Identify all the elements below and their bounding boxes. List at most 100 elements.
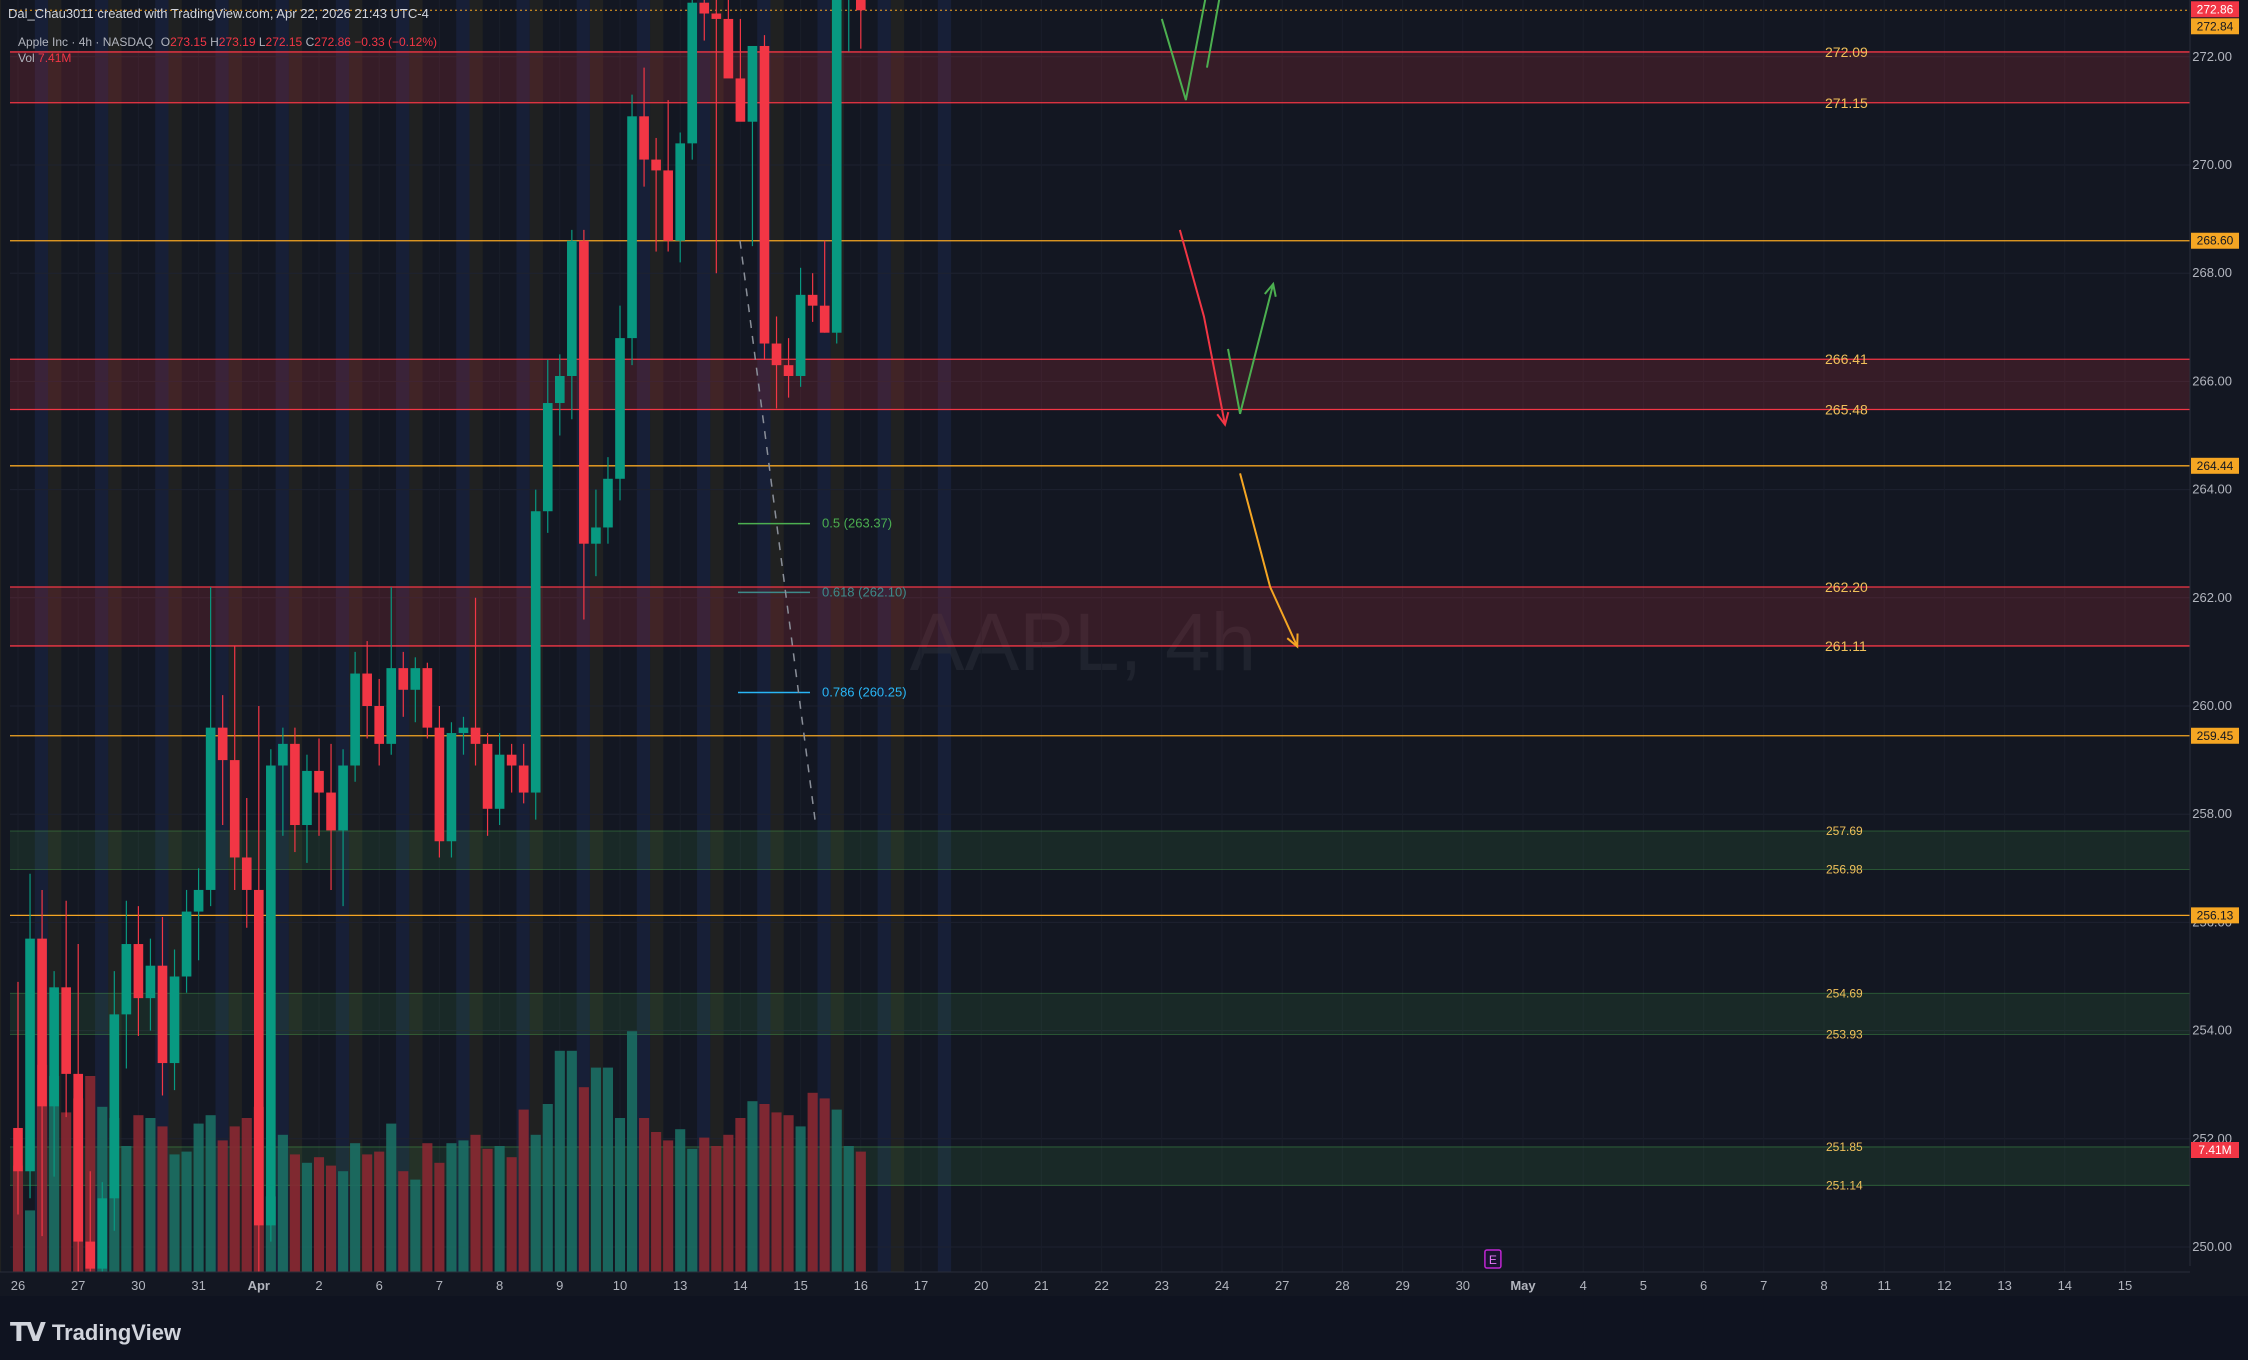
candle[interactable] <box>326 743 336 890</box>
price-axis[interactable] <box>2190 0 2248 1266</box>
arrow-head <box>1216 411 1230 427</box>
candle[interactable] <box>278 727 288 836</box>
candle[interactable] <box>193 868 204 961</box>
candle[interactable] <box>663 100 673 252</box>
candle[interactable] <box>542 359 553 533</box>
candle[interactable] <box>386 586 397 755</box>
candle[interactable] <box>434 706 445 858</box>
candle[interactable] <box>554 354 565 436</box>
candle[interactable] <box>639 67 649 187</box>
candle[interactable] <box>157 916 168 1096</box>
candle[interactable] <box>711 0 722 274</box>
candle[interactable] <box>518 743 529 804</box>
candle[interactable] <box>217 695 228 826</box>
y-tick-label: 254.00 <box>2192 1023 2232 1038</box>
candle[interactable] <box>579 229 589 620</box>
candle[interactable] <box>13 981 23 1215</box>
candle[interactable] <box>374 678 385 766</box>
drawings[interactable]: 0.5 (263.37) 0.618 (262.10) 0.786 (260.25)… <box>738 0 1502 1269</box>
symbol-name[interactable]: Apple Inc · 4h · NASDAQ <box>18 35 154 49</box>
tradingview-logo[interactable]: TV TradingView <box>10 1318 181 1348</box>
candle[interactable] <box>73 944 84 1291</box>
candle[interactable] <box>241 797 252 928</box>
projection-path[interactable] <box>1227 283 1275 415</box>
candle[interactable] <box>229 646 240 890</box>
candle-body <box>109 1014 120 1199</box>
candle[interactable] <box>422 662 433 739</box>
candle[interactable] <box>37 889 47 1237</box>
y-tick-label: 268.00 <box>2192 265 2232 280</box>
chart[interactable]: AAPL, 4h 0.5 (263.37) 0.618 (262.10) 0.786… <box>0 0 2248 1296</box>
candle[interactable] <box>410 657 421 723</box>
candlesticks[interactable] <box>13 0 866 1296</box>
candle[interactable] <box>603 457 613 544</box>
projection-path[interactable] <box>1160 0 1213 101</box>
candle[interactable] <box>61 900 71 1118</box>
candle[interactable] <box>482 733 493 836</box>
candle[interactable] <box>819 240 830 333</box>
volume-bar <box>626 1031 638 1272</box>
candle[interactable] <box>314 738 324 836</box>
candle[interactable] <box>844 0 854 52</box>
fib-swing-line[interactable] <box>739 240 816 820</box>
projection-path[interactable] <box>1205 0 1273 68</box>
candle[interactable] <box>687 0 698 160</box>
x-tick-label: 8 <box>1820 1278 1827 1293</box>
projection-path[interactable] <box>1239 473 1299 647</box>
candle[interactable] <box>723 0 734 79</box>
candle-body <box>591 527 601 544</box>
candle[interactable] <box>398 651 409 717</box>
candle[interactable] <box>615 305 625 501</box>
candle-body <box>735 78 746 122</box>
candle[interactable] <box>446 722 457 858</box>
candle[interactable] <box>290 727 300 853</box>
candle[interactable] <box>795 267 806 387</box>
candle[interactable] <box>807 273 818 322</box>
level-price-tag-text: 259.45 <box>2197 729 2234 743</box>
candle[interactable] <box>771 316 782 409</box>
candle[interactable] <box>253 706 264 1296</box>
candle[interactable] <box>506 743 517 793</box>
candle[interactable] <box>675 132 686 263</box>
projection-path[interactable] <box>1178 229 1226 425</box>
candle[interactable] <box>747 45 758 247</box>
candle[interactable] <box>362 641 372 739</box>
support-zone <box>10 1146 2190 1186</box>
candle[interactable] <box>470 597 481 766</box>
candle-body <box>121 944 132 1015</box>
candle[interactable] <box>735 18 746 122</box>
x-tick-label: 29 <box>1395 1278 1409 1293</box>
candle[interactable] <box>205 586 216 907</box>
candle[interactable] <box>97 1182 108 1296</box>
candle[interactable] <box>109 971 120 1231</box>
premarket-band <box>770 0 784 1272</box>
postmarket-band <box>275 0 289 1272</box>
candle[interactable] <box>338 749 348 907</box>
candle[interactable] <box>651 137 661 252</box>
candle[interactable] <box>458 716 469 755</box>
candle[interactable] <box>145 938 156 1031</box>
candle[interactable] <box>121 900 132 1069</box>
candle[interactable] <box>530 489 541 820</box>
candle[interactable] <box>759 35 770 360</box>
candle[interactable] <box>181 889 192 993</box>
candle[interactable] <box>567 229 577 420</box>
candle[interactable] <box>494 733 505 826</box>
candle[interactable] <box>783 338 794 398</box>
candle[interactable] <box>302 754 312 863</box>
candle[interactable] <box>831 0 842 344</box>
candle[interactable] <box>169 949 180 1091</box>
candle[interactable] <box>699 0 710 41</box>
zone-bottom-label: 261.11 <box>1825 638 1867 654</box>
candle[interactable] <box>855 0 866 49</box>
candle[interactable] <box>49 971 59 1177</box>
candle[interactable] <box>591 489 601 577</box>
earnings-event-marker[interactable] <box>1484 1249 1502 1269</box>
candle[interactable] <box>627 94 637 366</box>
candle[interactable] <box>350 651 360 782</box>
candle[interactable] <box>133 906 144 1037</box>
time-axis[interactable] <box>0 1272 2190 1296</box>
candle[interactable] <box>25 873 35 1199</box>
candle[interactable] <box>266 749 276 1242</box>
volume-bar <box>458 1140 469 1272</box>
